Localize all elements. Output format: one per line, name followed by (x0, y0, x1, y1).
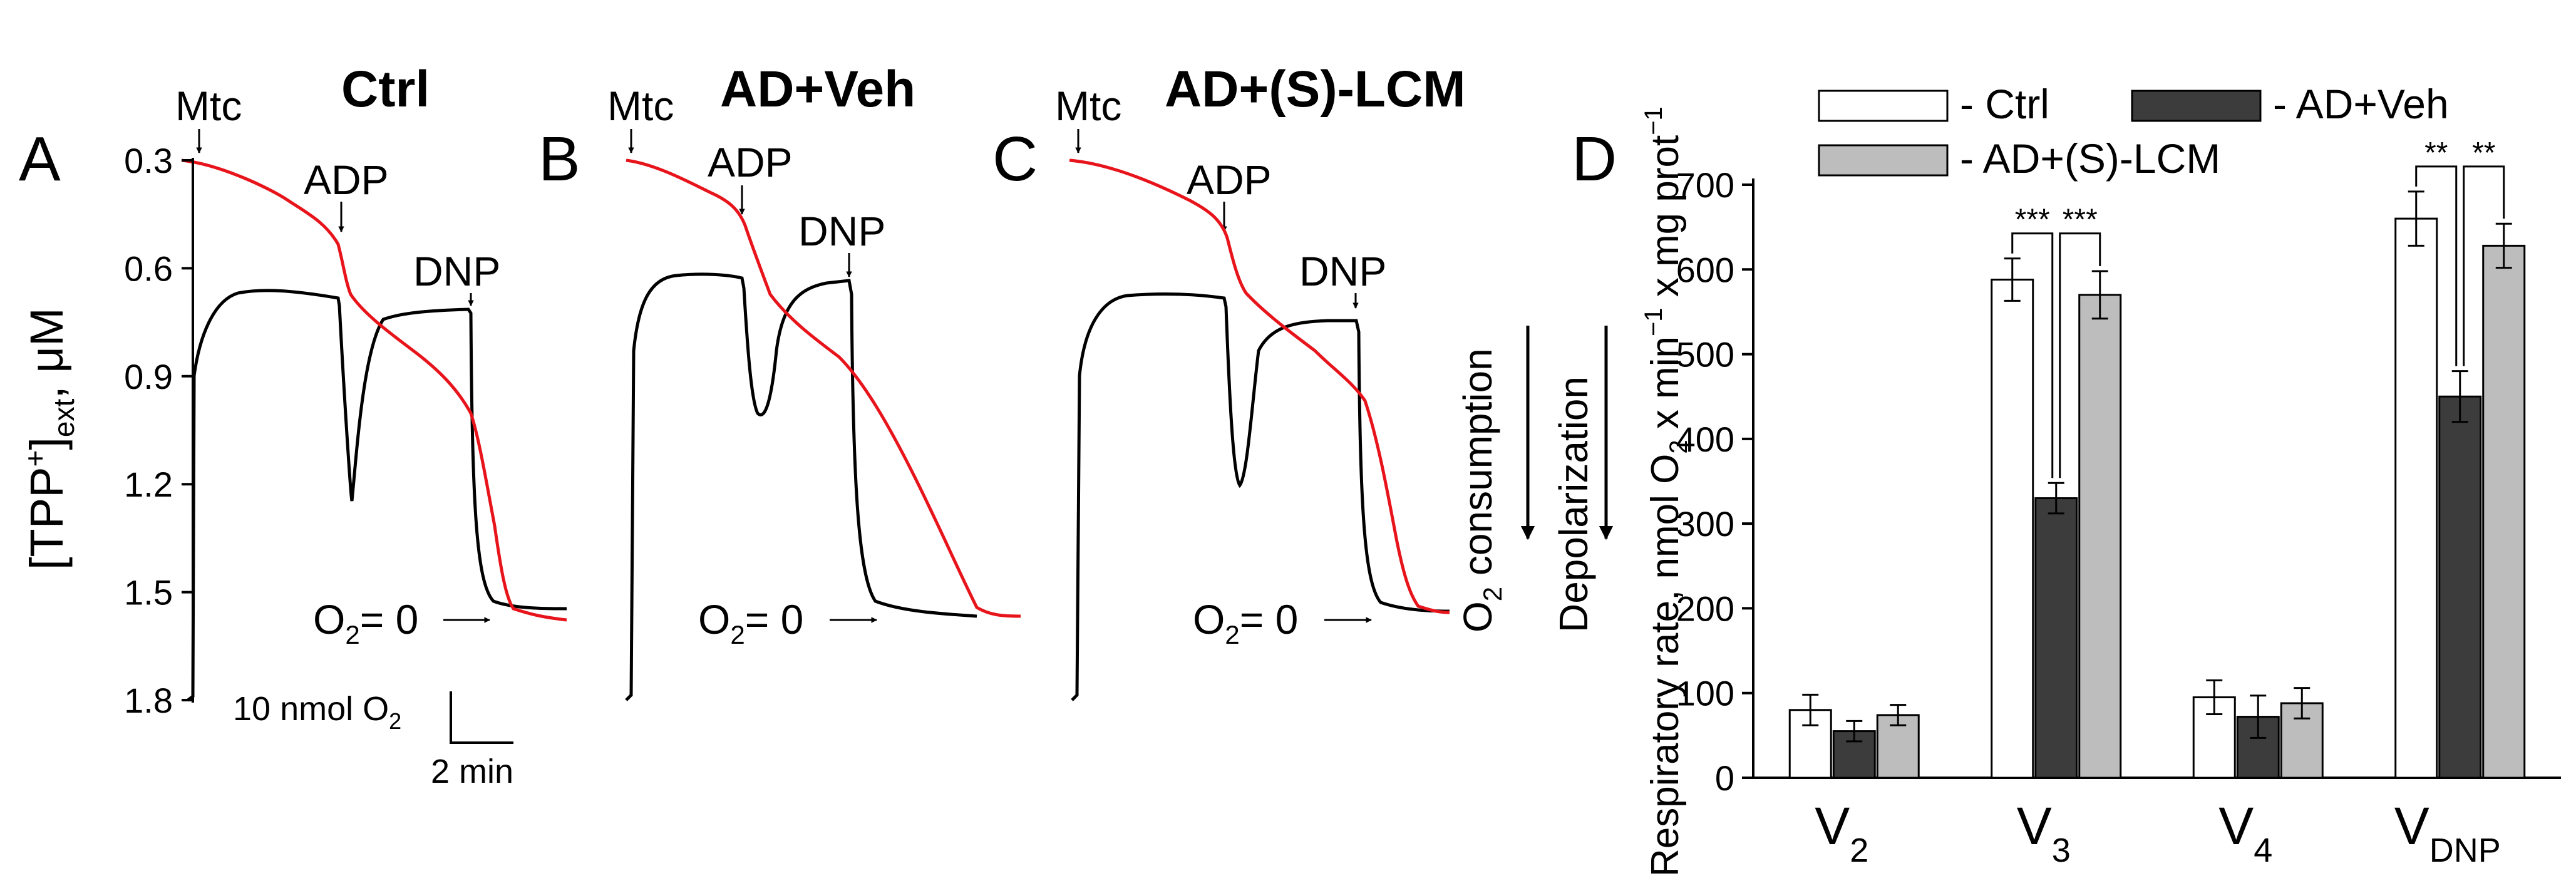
tpp-trace-b (625, 272, 977, 701)
tpp-axis: 0.3 0.6 0.9 1.2 1.5 1.8 [TPP+]ext, μM (19, 141, 194, 720)
significance-bracket (2463, 165, 2505, 366)
legend-label: - AD+Veh (2273, 81, 2449, 127)
bar-category-label: V2 (1815, 797, 1868, 869)
significance-label: *** (2015, 204, 2050, 237)
bar-category-label: V3 (2017, 797, 2071, 869)
panel-letter-a: A (19, 124, 61, 194)
bar-y-axis-label: Respiratory rate, nmol O2 x min−1 x mg p… (1640, 106, 1692, 877)
bar-y-tick-label: 200 (1676, 589, 1734, 628)
tpp-axis-label: [TPP+]ext, μM (19, 307, 80, 570)
bar-y-tick-label: 400 (1676, 420, 1734, 459)
legend-item: - Ctrl (1818, 81, 2049, 127)
error-bar (2004, 257, 2021, 302)
o2-zero-label-a: O2= 0 (313, 596, 418, 649)
significance-bracket (2415, 165, 2458, 366)
adp-label-b: ADP (708, 139, 793, 185)
significance-bracket (2011, 232, 2054, 478)
o2-zero-label-c: O2= 0 (1193, 596, 1298, 649)
bar-y-tick-label: 100 (1676, 674, 1734, 713)
error-bar (2091, 270, 2108, 320)
error-bar (2451, 370, 2468, 423)
tpp-tick-label: 0.6 (124, 249, 173, 288)
tpp-trace-a (187, 289, 567, 701)
error-bar (2294, 687, 2311, 720)
dnp-label-c: DNP (1299, 248, 1386, 294)
legend-label: - Ctrl (1960, 81, 2049, 127)
dnp-label-a: DNP (413, 248, 500, 294)
tpp-tick-label: 1.5 (124, 573, 173, 612)
bar-legend: - Ctrl - AD+Veh - AD+(S)-LCM (1818, 81, 2449, 182)
tpp-tick-label: 1.8 (124, 681, 173, 720)
trace-panel-c: C AD+(S)-LCM Mtc ADP DNP O2= 0 (992, 61, 1466, 701)
error-bar (2495, 222, 2512, 269)
scale-bar-time-label: 2 min (431, 753, 513, 790)
o2-trace-a (181, 158, 567, 622)
direction-arrows: O2 consumption Depolarization (1455, 326, 1614, 632)
error-bar (2250, 694, 2267, 739)
bar-marks: *** ***** ** (1788, 137, 2526, 779)
bar-y-tick-label: 700 (1676, 165, 1734, 205)
error-bar (1802, 693, 1819, 726)
o2-trace-c (1069, 158, 1450, 614)
tpp-trace-c (1071, 292, 1450, 701)
error-bar (2048, 482, 2064, 515)
bar-y-tick-label: 500 (1676, 335, 1734, 374)
bar-y-tick-label: 300 (1676, 504, 1734, 544)
mtc-label-a: Mtc (175, 83, 242, 129)
mtc-label-c: Mtc (1055, 83, 1121, 129)
panel-letter-b: B (538, 124, 580, 194)
o2-trace-b (626, 158, 1021, 618)
legend-swatch (2131, 90, 2262, 122)
significance-label: *** (2063, 204, 2098, 237)
panel-title-c: AD+(S)-LCM (1165, 61, 1466, 118)
bar-category-label: VDNP (2394, 797, 2501, 869)
error-bar (2206, 679, 2223, 716)
tpp-axis-ticks: 0.3 0.6 0.9 1.2 1.5 1.8 (124, 141, 193, 720)
legend-item: - AD+Veh (2131, 81, 2449, 127)
depolarization-label: Depolarization (1551, 376, 1596, 632)
panel-title-a: Ctrl (341, 61, 430, 118)
significance-bracket (2059, 232, 2101, 478)
scale-bar: 10 nmol O2 2 min (233, 690, 513, 790)
tpp-tick-label: 0.3 (124, 141, 173, 180)
legend-swatch (1818, 144, 1949, 177)
trace-panel-b: B AD+Veh Mtc ADP DNP O2= 0 (538, 61, 1021, 701)
bar-category-label: V4 (2218, 797, 2272, 869)
legend-item: - AD+(S)-LCM (1818, 135, 2220, 182)
adp-label-a: ADP (304, 157, 389, 203)
error-bar (1846, 720, 1863, 743)
scale-bar-o2-label: 10 nmol O2 (233, 690, 401, 734)
bar (2482, 244, 2526, 779)
significance-label: ** (2424, 137, 2448, 170)
legend-swatch (1818, 90, 1949, 122)
o2-consumption-label: O2 consumption (1455, 348, 1507, 632)
error-bar (2408, 190, 2424, 247)
bar (2438, 395, 2482, 779)
panel-letter-c: C (992, 124, 1038, 194)
tpp-tick-label: 0.9 (124, 357, 173, 396)
panel-letter-d: D (1572, 124, 1617, 194)
error-bar (1890, 704, 1907, 726)
bar (1991, 279, 2034, 779)
bar-y-tick-label: 600 (1676, 250, 1734, 289)
legend-label: - AD+(S)-LCM (1960, 135, 2220, 182)
significance-label: ** (2472, 137, 2495, 170)
bar-chart-d: D Respiratory rate, nmol O2 x min−1 x mg… (1572, 81, 2561, 877)
o2-zero-label-b: O2= 0 (698, 596, 803, 649)
trace-panel-a: A Ctrl Mtc ADP DNP O2= 0 (19, 61, 567, 701)
bar (2078, 294, 2122, 779)
dnp-label-b: DNP (798, 208, 885, 254)
bar (2034, 497, 2078, 779)
mtc-label-b: Mtc (607, 83, 674, 129)
bar (2394, 217, 2438, 779)
adp-label-c: ADP (1187, 157, 1272, 203)
panel-title-b: AD+Veh (720, 61, 915, 118)
tpp-tick-label: 1.2 (124, 465, 173, 504)
bar-y-tick-label: 0 (1715, 758, 1734, 798)
